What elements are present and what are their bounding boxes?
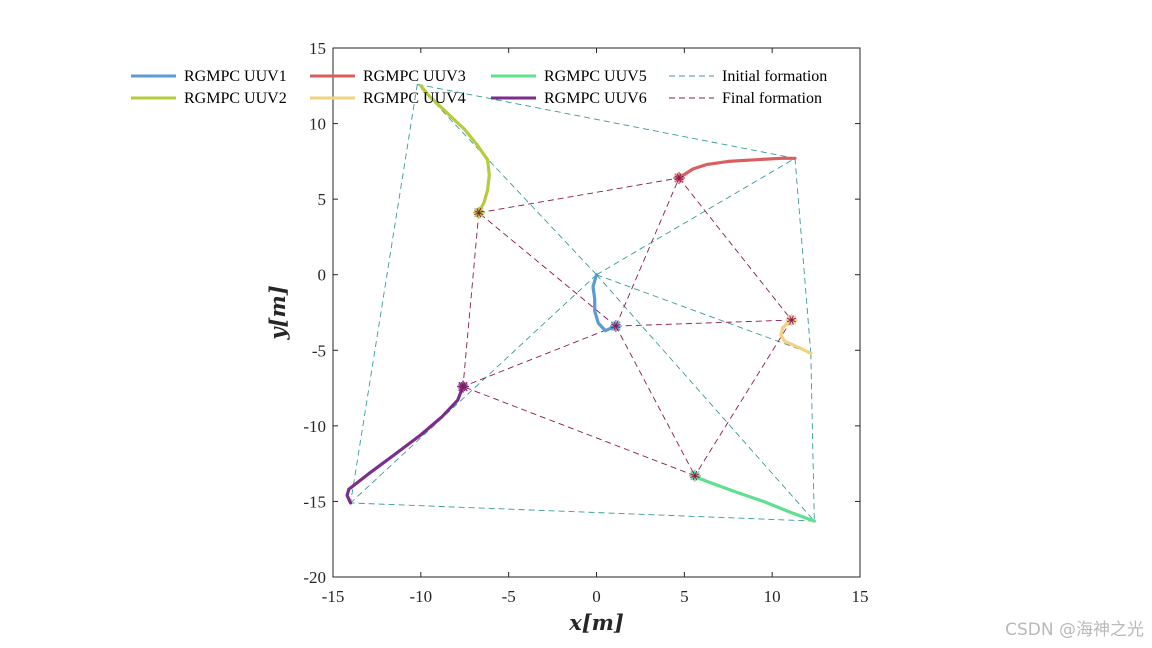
trajectory-uuv3 <box>677 156 797 180</box>
legend-label: RGMPC UUV2 <box>184 90 287 107</box>
legend-entry: RGMPC UUV5 <box>491 68 647 85</box>
legend-entry: RGMPC UUV4 <box>310 90 466 107</box>
x-tick-label: -15 <box>322 587 345 606</box>
y-tick-label: -20 <box>303 568 326 587</box>
marker-stroke <box>473 210 484 216</box>
marker-stroke <box>674 175 684 181</box>
final-marker-uuv2 <box>473 207 484 218</box>
initial-formation-edge <box>596 274 811 354</box>
x-tick-label: 5 <box>680 587 689 606</box>
trajectory-uuv6 <box>345 385 465 505</box>
final-formation-edge <box>462 325 616 387</box>
initial-formation-edge <box>596 274 815 522</box>
x-tick-label: -10 <box>409 587 432 606</box>
x-tick-label: -5 <box>502 587 516 606</box>
x-tick-label: 10 <box>764 587 781 606</box>
legend-entry: RGMPC UUV3 <box>310 68 466 85</box>
final-formation-edge <box>462 212 480 387</box>
y-tick-label: 5 <box>318 190 327 209</box>
legend-entry: RGMPC UUV1 <box>131 68 287 85</box>
marker-stroke <box>786 317 797 323</box>
final-marker-uuv6 <box>458 381 468 392</box>
final-marker-uuv4 <box>786 315 797 325</box>
watermark: CSDN @海神之光 <box>1005 620 1144 640</box>
legend-entry: Final formation <box>669 90 822 107</box>
final-formation-edge <box>615 325 696 476</box>
initial-formation-edge <box>794 158 812 354</box>
legend-label: RGMPC UUV6 <box>544 90 647 107</box>
final-formation-edge <box>462 386 696 477</box>
final-formation-edge <box>478 177 680 214</box>
initial-formation-edge <box>350 84 418 504</box>
final-marker-uuv1 <box>611 321 621 331</box>
final-formation-edge <box>694 319 792 476</box>
formation-lines <box>350 83 815 522</box>
legend: RGMPC UUV1 RGMPC UUV2 RGMPC UUV3 RGMPC UUV4… <box>131 68 827 107</box>
legend-label: RGMPC UUV4 <box>363 90 466 107</box>
initial-formation-edge <box>596 157 796 276</box>
final-formation-edge <box>615 177 680 327</box>
y-tick-label: 10 <box>309 115 326 134</box>
y-axis-label: y[m] <box>265 285 290 340</box>
markers <box>456 171 798 482</box>
y-tick-label: -5 <box>312 341 326 360</box>
marker-stroke <box>458 384 468 389</box>
trajectory-uuv1 <box>591 273 618 333</box>
y-tick-label: 15 <box>309 39 326 58</box>
legend-entry: RGMPC UUV6 <box>491 90 647 107</box>
initial-formation-edge <box>417 83 796 159</box>
legend-label: Final formation <box>722 90 822 107</box>
final-marker-uuv5 <box>690 470 700 481</box>
legend-entry: Initial formation <box>669 68 827 85</box>
initial-formation-edge <box>810 353 815 522</box>
trajectory-uuv5 <box>693 474 816 523</box>
legend-label: RGMPC UUV5 <box>544 68 647 85</box>
trajectory-uuv2 <box>419 84 491 215</box>
final-marker-uuv3 <box>674 173 684 183</box>
y-tick-label: 0 <box>318 266 327 285</box>
initial-formation-edge <box>350 502 815 522</box>
initial-formation-edge <box>416 83 597 276</box>
marker-stroke <box>611 323 621 329</box>
x-axis-label: x[m] <box>568 610 624 635</box>
marker-stroke <box>690 473 700 479</box>
legend-label: RGMPC UUV3 <box>363 68 466 85</box>
legend-label: Initial formation <box>722 68 827 85</box>
x-tick-label: 15 <box>852 587 869 606</box>
x-tick-label: 0 <box>592 587 601 606</box>
legend-label: RGMPC UUV1 <box>184 68 287 85</box>
final-formation-edge <box>678 177 792 321</box>
legend-entry: RGMPC UUV2 <box>131 90 287 107</box>
initial-formation-edge <box>350 274 597 504</box>
y-tick-label: -10 <box>303 417 326 436</box>
y-tick-label: -15 <box>303 492 326 511</box>
